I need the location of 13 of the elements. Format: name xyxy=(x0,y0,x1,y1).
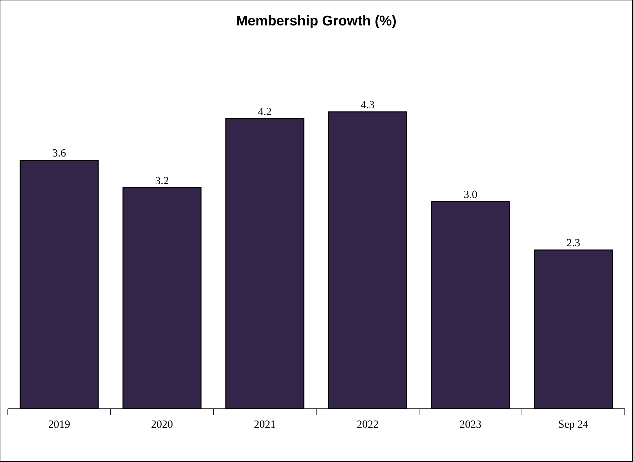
data-label: 2.3 xyxy=(567,239,580,247)
x-tick-label: 2023 xyxy=(460,420,482,428)
data-label: 3.6 xyxy=(53,150,66,157)
data-label: 4.3 xyxy=(361,101,374,109)
x-tick-label: Sep 24 xyxy=(559,420,588,430)
data-label: 3.2 xyxy=(156,177,168,185)
x-tick-label: 2019 xyxy=(48,420,70,428)
chart-title: Membership Growth (%) xyxy=(237,16,396,29)
x-tick-label: 2022 xyxy=(357,420,378,428)
data-label: 4.2 xyxy=(258,108,272,116)
x-tick-label: 2020 xyxy=(152,420,173,428)
data-label: 3.0 xyxy=(464,190,478,198)
x-tick-label: 2021 xyxy=(254,420,276,428)
